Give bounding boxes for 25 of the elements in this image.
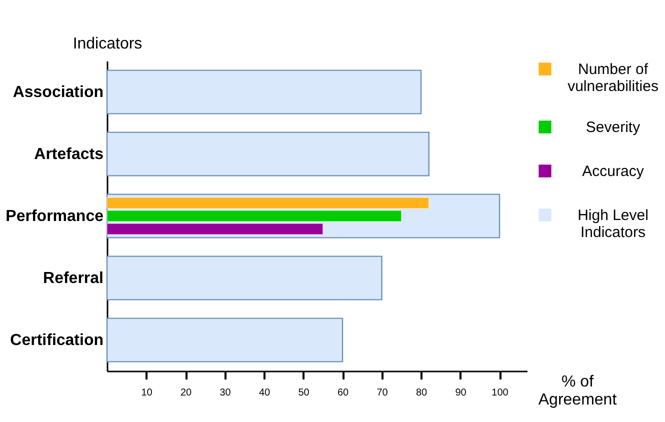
x-tick-label: 70 — [376, 388, 388, 398]
bar — [106, 318, 344, 362]
legend-label: Number of vulnerabilities — [568, 61, 658, 95]
x-tick-label: 10 — [141, 388, 153, 398]
bar — [106, 256, 382, 300]
bar — [106, 70, 422, 114]
y-tick-label: Association — [12, 84, 104, 101]
x-tick-label: 40 — [258, 388, 271, 398]
bar — [106, 132, 430, 176]
y-axis-title: Indicators — [72, 36, 142, 52]
y-tick-label: Certification — [10, 332, 104, 349]
x-tick-label: 100 — [492, 388, 509, 398]
y-tick-label: Artefacts — [34, 146, 104, 163]
y-tick-label: Performance — [6, 208, 104, 225]
legend-label: Accuracy — [582, 163, 644, 180]
legend-label: Severity — [586, 119, 641, 136]
x-tick-label: 20 — [180, 388, 192, 398]
x-tick-label: 30 — [220, 388, 232, 398]
y-tick-label: Referral — [43, 270, 104, 287]
x-tick-label: 50 — [298, 388, 310, 398]
x-tick-label: 80 — [416, 388, 428, 398]
legend-label: High Level Indicators — [578, 207, 648, 241]
x-axis-title: % of Agreement — [538, 374, 618, 408]
x-tick-label: 60 — [337, 388, 350, 398]
x-tick-label: 90 — [455, 388, 467, 398]
